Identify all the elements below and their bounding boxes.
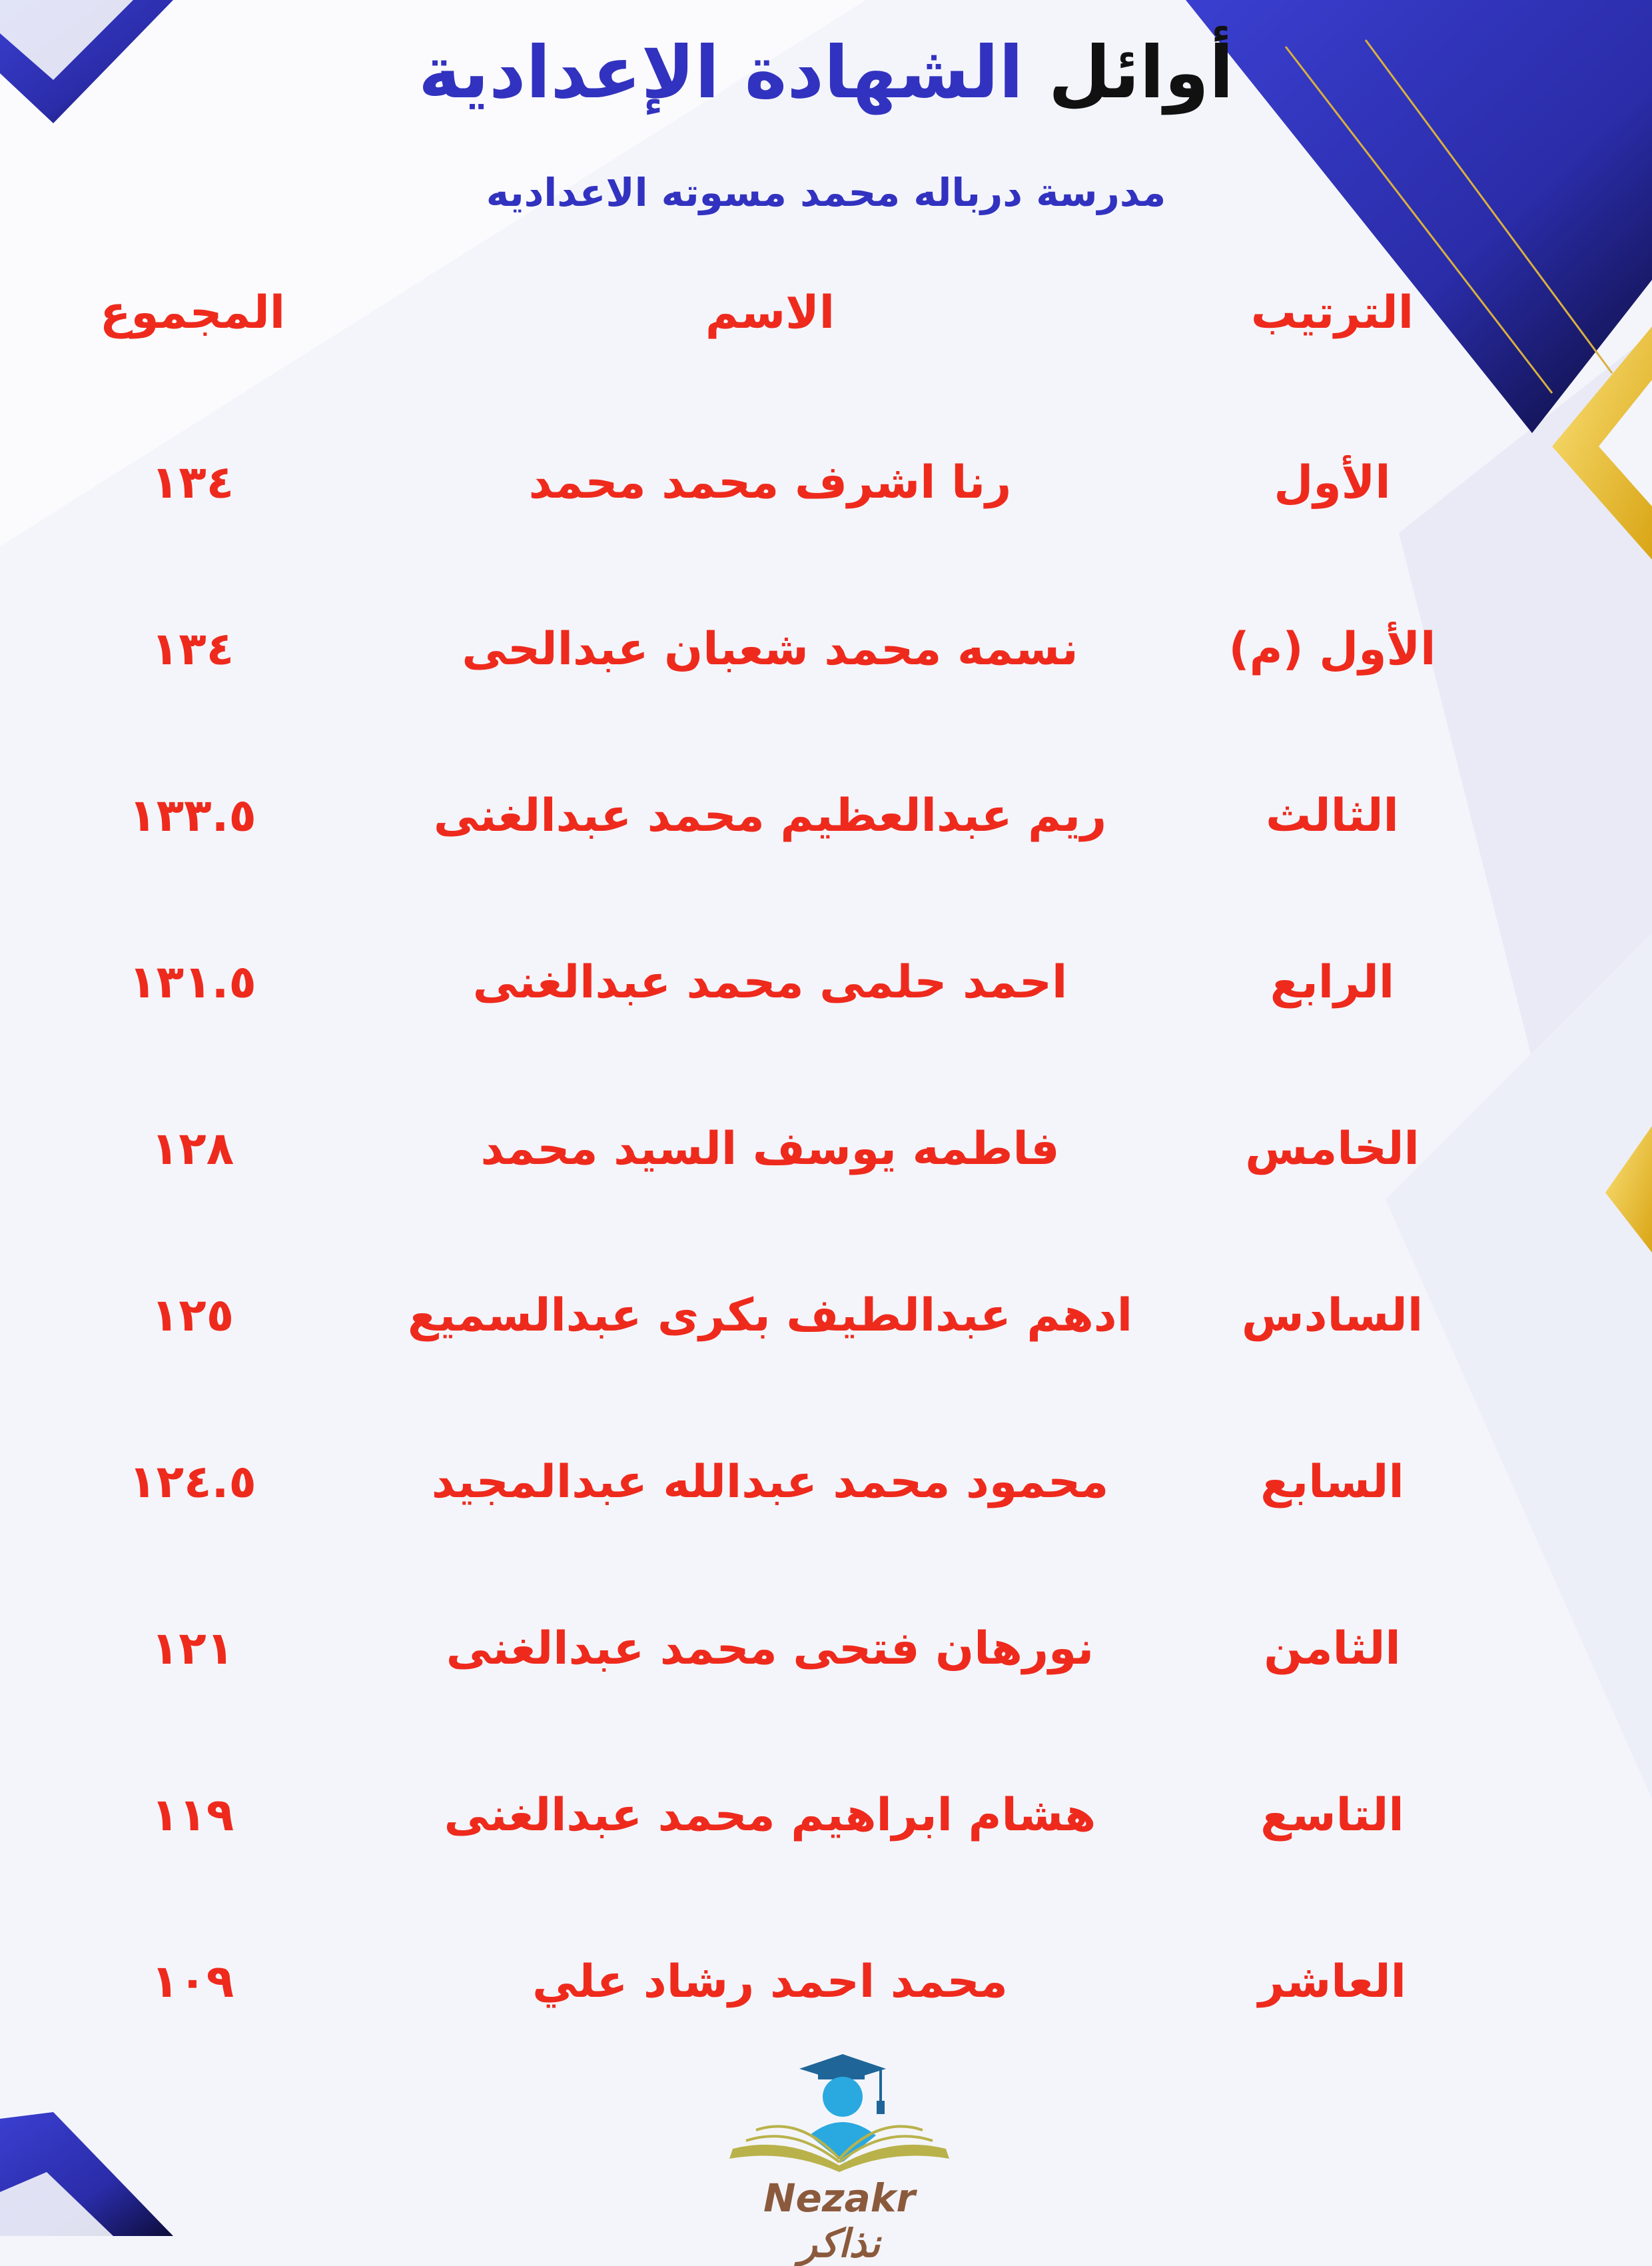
total-cell: ١٢٤.٥ [129, 1456, 256, 1508]
rank-cell: الأول [1274, 456, 1391, 509]
name-cell: محمد احمد رشاد علي [532, 1956, 1008, 2008]
total-cell: ١٢١ [151, 1622, 234, 1675]
name-cell: احمد حلمى محمد عبدالغنى [472, 956, 1068, 1009]
rank-cell: العاشر [1258, 1956, 1406, 2008]
name-cell: رنا اشرف محمد محمد [528, 456, 1012, 509]
rank-cell: الرابع [1270, 956, 1395, 1009]
rank-cell: السادس [1241, 1289, 1424, 1342]
table-row: الثامن نورهان فتحى محمد عبدالغنى ١٢١ [0, 1609, 1652, 1689]
header-total: المجموع [99, 286, 286, 339]
table-row: العاشر محمد احمد رشاد علي ١٠٩ [0, 1942, 1652, 2022]
table-row: الرابع احمد حلمى محمد عبدالغنى ١٣١.٥ [0, 943, 1652, 1023]
header-rank: الترتيب [1250, 286, 1414, 339]
name-cell: ادهم عبدالطيف بكرى عبدالسميع [407, 1289, 1133, 1342]
table-row: التاسع هشام ابراهيم محمد عبدالغنى ١١٩ [0, 1776, 1652, 1856]
rank-cell: التاسع [1260, 1789, 1404, 1842]
total-cell: ١٣١.٥ [129, 956, 256, 1009]
total-cell: ١١٩ [151, 1789, 234, 1842]
title-part-1: أوائل [1048, 31, 1234, 115]
name-cell: فاطمه يوسف السيد محمد [480, 1123, 1060, 1175]
page-title: أوائل الشهادة الإعدادية [0, 27, 1652, 120]
name-cell: نورهان فتحى محمد عبدالغنى [446, 1622, 1094, 1675]
rank-cell: الخامس [1245, 1123, 1420, 1175]
rank-cell: الثامن [1264, 1622, 1401, 1675]
table-row: الأول (م) نسمه محمد شعبان عبدالحى ١٣٤ [0, 610, 1652, 690]
table-row: الثالث ريم عبدالعظيم محمد عبدالغنى ١٣٣.٥ [0, 776, 1652, 856]
table-row: السادس ادهم عبدالطيف بكرى عبدالسميع ١٢٥ [0, 1276, 1652, 1356]
name-cell: محمود محمد عبدالله عبدالمجيد [431, 1456, 1109, 1508]
rank-cell: الأول (م) [1228, 623, 1436, 676]
name-cell: هشام ابراهيم محمد عبدالغنى [444, 1789, 1096, 1842]
table-header: الترتيب الاسم المجموع [0, 273, 1652, 353]
total-cell: ١٠٩ [151, 1956, 234, 2008]
table-row: السابع محمود محمد عبدالله عبدالمجيد ١٢٤.٥ [0, 1442, 1652, 1522]
logo: Nezakr نذاكر [719, 2049, 959, 2266]
rank-cell: الثالث [1266, 790, 1399, 842]
total-cell: ١٣٤ [151, 623, 234, 676]
total-cell: ١٣٤ [151, 456, 234, 509]
table-row: الأول رنا اشرف محمد محمد ١٣٤ [0, 443, 1652, 523]
logo-text: Nezakr نذاكر [763, 2175, 915, 2266]
school-name: مدرسة درباله محمد مسوته الاعداديه [486, 170, 1166, 215]
total-cell: ١٢٥ [151, 1289, 234, 1342]
graduate-book-icon [729, 2054, 949, 2172]
header-name: الاسم [705, 286, 835, 339]
total-cell: ١٣٣.٥ [129, 790, 256, 842]
total-cell: ١٢٨ [151, 1123, 234, 1175]
name-cell: ريم عبدالعظيم محمد عبدالغنى [433, 790, 1107, 842]
name-cell: نسمه محمد شعبان عبدالحى [462, 623, 1078, 676]
title-part-2: الشهادة الإعدادية [418, 31, 1024, 115]
table-row: الخامس فاطمه يوسف السيد محمد ١٢٨ [0, 1109, 1652, 1189]
rank-cell: السابع [1260, 1456, 1404, 1508]
